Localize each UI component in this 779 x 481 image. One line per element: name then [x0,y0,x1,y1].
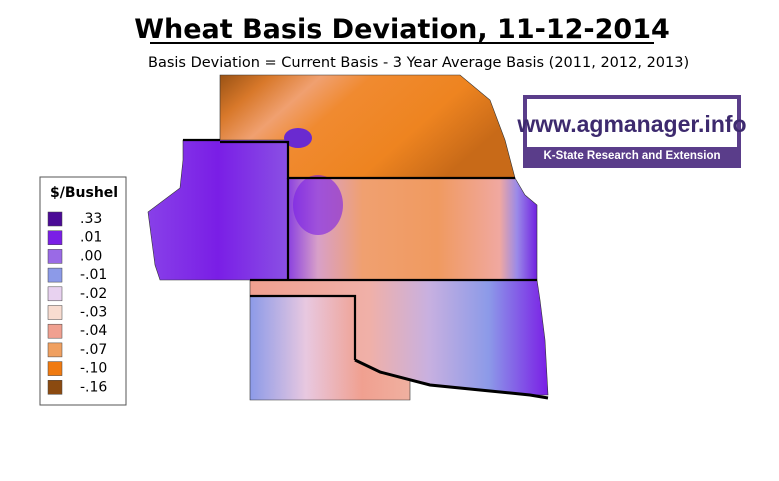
legend-label: -.01 [80,267,107,283]
logo: www.agmanager.info K-State Research and … [516,95,747,168]
map [147,74,549,401]
legend-label: .33 [80,211,102,227]
state-borders [183,138,549,400]
legend-label: -.04 [80,323,107,339]
legend-swatch [47,323,63,339]
title: Wheat Basis Deviation, 11-12-2014 [134,14,670,45]
legend-label: -.03 [80,305,107,321]
legend-swatch [47,211,63,227]
legend-title: $/Bushel [50,185,118,201]
logo-url: www.agmanager.info [516,111,746,137]
legend-label: .01 [80,230,102,246]
legend-swatch [47,380,63,395]
legend-swatch [47,230,63,245]
legend: $/Bushel .33 .01 .00 -.01 -.02 -.03 -.04 -.07 -.… [39,176,127,406]
legend-swatch [47,249,63,264]
colorado-east [147,139,289,281]
legend-swatch [47,305,63,320]
logo-panel [527,99,737,147]
legend-label: .00 [80,248,102,264]
legend-label: -.07 [80,342,107,358]
logo-org: K-State Research and Extension [543,150,720,162]
legend-label: -.02 [80,286,107,302]
legend-label: -.10 [80,361,107,377]
legend-swatch [47,342,63,358]
legend-swatch [47,361,63,376]
purple-spot [284,128,312,148]
legend-swatch [47,267,63,283]
subtitle: Basis Deviation = Current Basis - 3 Year… [148,55,689,71]
purple-spot [293,175,343,235]
legend-swatch [47,286,63,302]
legend-label: -.16 [80,379,107,395]
